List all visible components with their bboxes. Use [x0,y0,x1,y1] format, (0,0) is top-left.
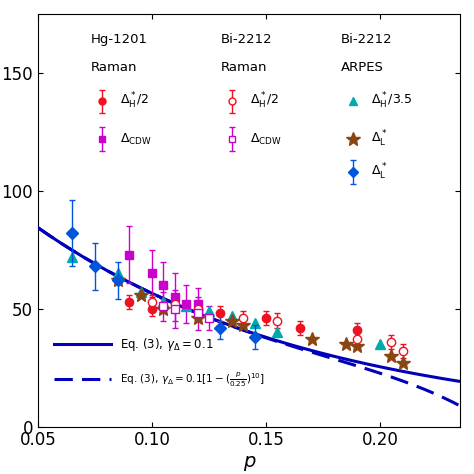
Text: Eq. (3), $\gamma_\Delta = 0.1[1-(\frac{p}{0.25})^{10}]$: Eq. (3), $\gamma_\Delta = 0.1[1-(\frac{p… [120,370,265,389]
Text: $\Delta^*_\mathrm{L}$: $\Delta^*_\mathrm{L}$ [371,129,387,149]
Text: $\Delta^*_\mathrm{H}/2$: $\Delta^*_\mathrm{H}/2$ [120,91,149,111]
Text: $\Delta^*_\mathrm{H}/2$: $\Delta^*_\mathrm{H}/2$ [250,91,279,111]
Text: Raman: Raman [220,61,267,74]
Text: Bi-2212: Bi-2212 [341,33,393,46]
X-axis label: p: p [243,452,255,471]
Text: Hg-1201: Hg-1201 [91,33,147,46]
Text: $\Delta_\mathrm{CDW}$: $\Delta_\mathrm{CDW}$ [250,132,282,146]
Text: ARPES: ARPES [341,61,384,74]
Text: Raman: Raman [91,61,137,74]
Text: $\Delta^*_\mathrm{H}/3.5$: $\Delta^*_\mathrm{H}/3.5$ [371,91,413,111]
Text: $\Delta_\mathrm{CDW}$: $\Delta_\mathrm{CDW}$ [120,132,152,146]
Text: $\Delta^*_\mathrm{L}$: $\Delta^*_\mathrm{L}$ [371,162,387,182]
Text: Eq. (3), $\gamma_\Delta = 0.1$: Eq. (3), $\gamma_\Delta = 0.1$ [120,336,213,353]
Text: Bi-2212: Bi-2212 [220,33,272,46]
